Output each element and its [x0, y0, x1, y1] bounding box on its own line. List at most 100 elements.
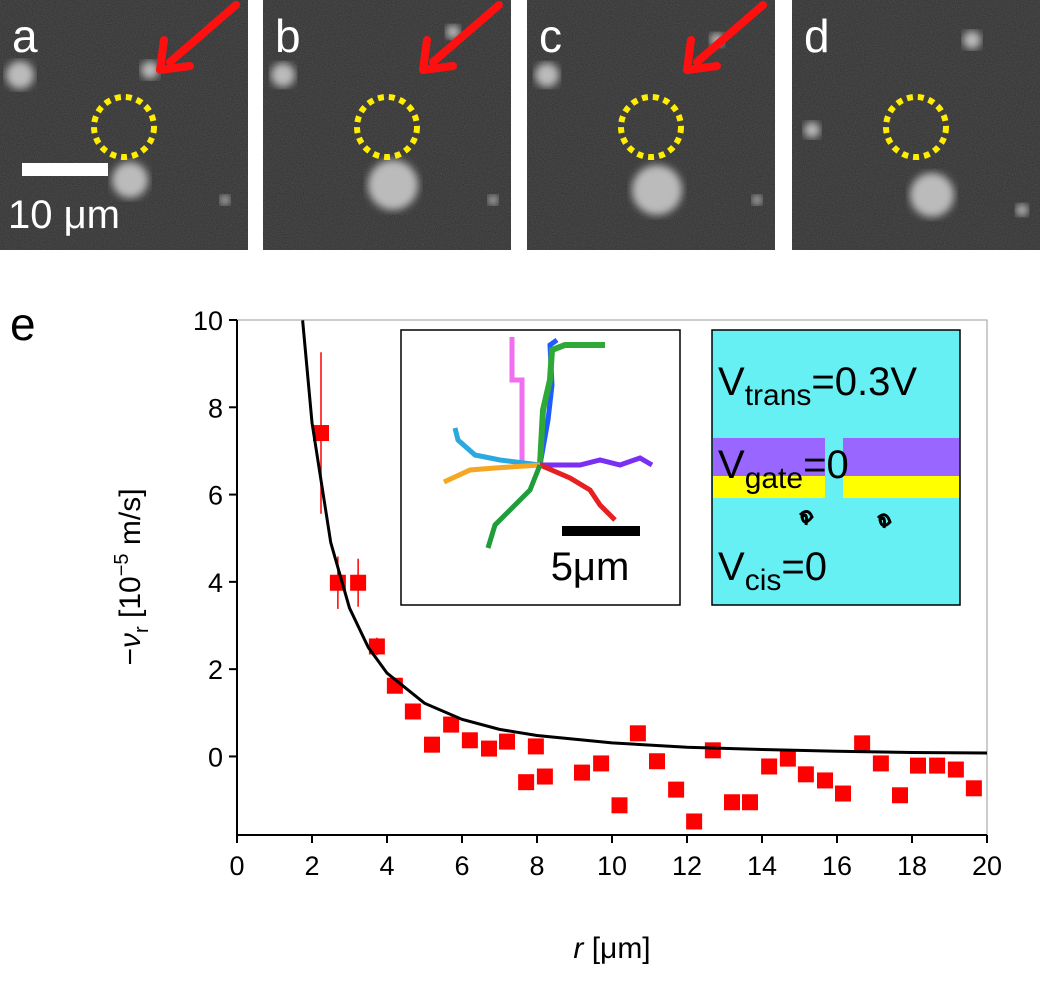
data-point [668, 781, 685, 798]
data-point [910, 757, 926, 774]
data-point [574, 764, 590, 781]
gate-layer [713, 438, 825, 476]
fluorescent-spot [752, 195, 762, 205]
panel-label: b [275, 10, 301, 62]
fluorescent-spot [488, 195, 498, 205]
v: V [718, 360, 745, 404]
v: V [718, 545, 745, 589]
y-mid: [10 [114, 576, 147, 626]
fluorescent-spot [368, 160, 418, 210]
data-point [518, 774, 535, 791]
fluorescent-spot [1016, 204, 1028, 216]
y-var: ν [114, 633, 147, 648]
data-point [424, 736, 440, 753]
y-tick-label: 6 [208, 481, 223, 511]
trajectory [540, 455, 654, 468]
data-point [929, 757, 946, 774]
data-point [313, 425, 329, 442]
particle-path [798, 510, 814, 526]
data-point [704, 742, 721, 759]
image-noise [0, 0, 248, 250]
scale-bar [22, 163, 108, 176]
data-point [350, 574, 367, 591]
panel-label: e [10, 298, 36, 350]
gate-layer [843, 438, 959, 476]
y-sup: −5 [111, 553, 133, 576]
y-prefix: − [114, 648, 147, 666]
v-cis-label: Vcis=0 [718, 545, 827, 597]
x-tick-label: 16 [822, 851, 852, 881]
data-point [965, 780, 982, 797]
panel-label: a [12, 10, 38, 62]
x-tick-label: 4 [379, 851, 394, 881]
arrow [156, 1, 240, 74]
rest: =0 [803, 443, 849, 487]
rest: =0 [781, 545, 827, 589]
y-tick-label: 4 [208, 568, 223, 598]
data-point [872, 755, 889, 772]
target-circle [354, 94, 420, 160]
data-point [797, 766, 814, 783]
particle-path [876, 513, 892, 529]
y-tick-label: 8 [208, 393, 223, 423]
data-point [461, 732, 478, 749]
fluorescent-spot [963, 31, 981, 49]
data-point [724, 794, 740, 811]
scale-label: 5μm [551, 545, 630, 589]
scale-bar [562, 526, 640, 536]
data-point [947, 761, 964, 778]
x-tick-label: 20 [972, 851, 1002, 881]
fluorescent-spot [6, 61, 34, 89]
data-point [817, 772, 833, 789]
data-point [779, 750, 796, 767]
data-point [527, 738, 544, 755]
data-point [629, 725, 646, 742]
x-unit: [μm] [583, 932, 650, 965]
panel-label: d [804, 10, 830, 62]
trajectory [442, 462, 541, 485]
data-point [892, 787, 908, 804]
x-tick-label: 12 [672, 851, 702, 881]
data-point [649, 753, 665, 770]
target-circle [883, 94, 949, 160]
image-panels: a b c d 10 μm [0, 0, 1040, 250]
y-sub: r [131, 626, 153, 633]
data-point [404, 703, 421, 720]
electrode-layer [843, 476, 959, 498]
electrode-layer [713, 476, 825, 498]
panel-label: c [539, 10, 562, 62]
y-suffix: m/s] [114, 488, 147, 553]
fit-curve [301, 320, 988, 755]
data-point [835, 785, 851, 802]
y-tick-label: 10 [193, 306, 223, 336]
x-tick-label: 14 [747, 851, 777, 881]
fluorescent-spot [141, 61, 159, 79]
trajectory [537, 337, 559, 466]
data-point [686, 813, 703, 830]
fluorescent-spot [910, 173, 954, 217]
arrow [419, 1, 503, 74]
fluorescent-spot [535, 63, 559, 87]
fluorescent-spot [804, 122, 820, 138]
fluorescent-spot [271, 63, 295, 87]
trajectory-inset: 5μm [400, 329, 681, 606]
x-tick-label: 0 [229, 851, 244, 881]
data-point [443, 716, 460, 733]
data-point [854, 735, 871, 752]
data-point [499, 733, 515, 750]
rest: =0.3V [811, 360, 917, 404]
x-tick-label: 2 [304, 851, 319, 881]
x-tick-label: 8 [529, 851, 544, 881]
trajectory [539, 462, 617, 522]
scale-label: 10 μm [8, 193, 120, 237]
data-point [536, 768, 553, 785]
v-trans-label: Vtrans=0.3V [718, 360, 917, 412]
arrow [683, 1, 767, 74]
y-tick-label: 0 [208, 742, 223, 772]
v: V [718, 443, 745, 487]
sub: trans [745, 379, 812, 412]
data-point [368, 638, 385, 655]
fluorescent-spot [632, 165, 682, 215]
target-circle [91, 94, 157, 160]
